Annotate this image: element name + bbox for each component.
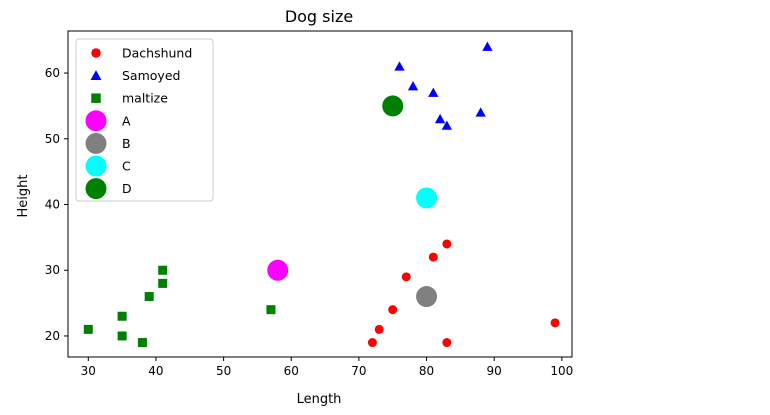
x-tick-label: 30	[81, 364, 96, 378]
x-tick-label: 100	[550, 364, 573, 378]
y-tick-label: 60	[45, 66, 60, 80]
x-tick-label: 90	[487, 364, 502, 378]
data-point-dachshund	[442, 239, 452, 249]
y-tick-label: 40	[45, 198, 60, 212]
legend-marker	[85, 178, 107, 200]
data-point-b	[416, 286, 438, 308]
data-point-maltize	[117, 311, 127, 321]
y-tick-label: 20	[45, 329, 60, 343]
legend-entry-label: maltize	[122, 91, 168, 106]
data-point-maltize	[117, 331, 127, 341]
data-point-samoyed	[434, 113, 446, 124]
legend-entry-label: Dachshund	[122, 46, 192, 61]
data-point-dachshund	[442, 338, 452, 348]
legend-marker	[85, 132, 107, 154]
data-point-dachshund	[374, 324, 384, 334]
legend-entry-label: Samoyed	[122, 68, 180, 83]
data-point-maltize	[266, 305, 276, 315]
data-point-samoyed	[428, 87, 439, 97]
y-tick-label: 50	[45, 132, 60, 146]
legend-marker	[85, 155, 107, 177]
plot-area	[67, 30, 573, 358]
x-tick-label: 40	[148, 364, 163, 378]
x-tick-label: 60	[284, 364, 299, 378]
data-point-samoyed	[441, 120, 453, 130]
data-point-maltize	[137, 338, 147, 348]
data-point-dachshund	[367, 338, 377, 348]
data-point-maltize	[144, 292, 154, 302]
y-tick-label: 30	[45, 263, 60, 277]
data-point-maltize	[158, 278, 168, 288]
legend-marker	[91, 93, 101, 103]
data-point-dachshund	[428, 252, 438, 262]
data-point-d	[382, 95, 404, 117]
data-point-dachshund	[388, 305, 398, 315]
x-tick-label: 80	[419, 364, 434, 378]
data-point-samoyed	[407, 81, 419, 91]
data-point-samoyed	[475, 107, 486, 117]
x-tick-label: 50	[216, 364, 231, 378]
x-axis-label: Length	[297, 392, 342, 407]
legend-entry-label: C	[122, 159, 131, 174]
legend-marker	[90, 70, 102, 80]
data-point-samoyed	[394, 61, 405, 71]
data-point-dachshund	[550, 318, 560, 328]
data-point-a	[267, 259, 289, 281]
legend-box	[75, 38, 214, 202]
legend-entry-label: D	[122, 181, 132, 196]
data-point-dachshund	[401, 272, 411, 282]
chart-title: Dog size	[285, 7, 353, 26]
legend-marker	[91, 48, 101, 58]
x-tick-label: 70	[351, 364, 366, 378]
legend-entry-label: B	[122, 136, 131, 151]
y-axis-label: Height	[16, 175, 31, 218]
data-point-c	[416, 187, 438, 209]
legend-entry-label: A	[122, 113, 131, 128]
data-point-maltize	[158, 265, 168, 275]
data-point-maltize	[83, 324, 93, 334]
legend-marker	[85, 110, 107, 132]
data-point-samoyed	[482, 41, 493, 51]
